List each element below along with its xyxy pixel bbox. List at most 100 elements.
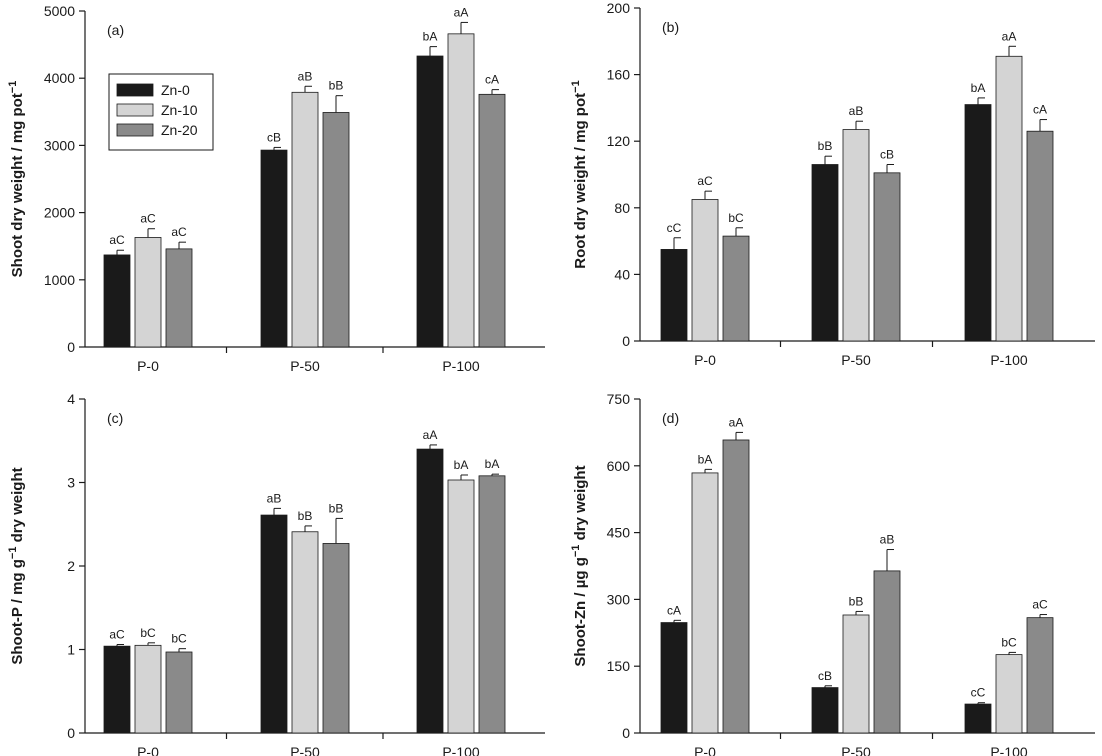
y-tick-label: 40 bbox=[614, 266, 630, 282]
significance-label: cA bbox=[667, 603, 681, 617]
panel-label: (d) bbox=[662, 410, 679, 426]
legend-swatch bbox=[116, 103, 154, 117]
significance-label: aB bbox=[849, 104, 864, 118]
bar-zn-0 bbox=[260, 149, 288, 348]
bar-zn-0 bbox=[660, 249, 688, 342]
y-tick-label: 300 bbox=[607, 591, 631, 607]
bar-zn-0 bbox=[103, 254, 131, 348]
bar-zn-20 bbox=[722, 439, 750, 734]
significance-label: aA bbox=[454, 5, 469, 19]
significance-label: cA bbox=[1033, 103, 1047, 117]
panel-c: 0 1 2 3 4 P-0 P-50 P-100 aC aB aA bC bB bA bC bB bA (c) Sh… bbox=[7, 391, 545, 756]
y-axis-title-part: Root dry weight / mg pot bbox=[572, 93, 589, 269]
bar-zn-0 bbox=[964, 104, 992, 342]
significance-label: bB bbox=[849, 594, 864, 608]
significance-label: bB bbox=[298, 509, 313, 523]
y-tick-label: 120 bbox=[607, 133, 631, 149]
bar-zn-10 bbox=[447, 33, 475, 348]
y-tick-label: 3000 bbox=[44, 137, 75, 153]
y-tick-label: 750 bbox=[607, 391, 631, 407]
y-tick-label: 0 bbox=[67, 725, 75, 741]
significance-label: aA bbox=[423, 428, 438, 442]
y-axis-title-superscript: −1 bbox=[570, 545, 582, 558]
bar-zn-20 bbox=[165, 651, 193, 734]
bar-zn-20 bbox=[722, 235, 750, 342]
bar-zn-0 bbox=[964, 703, 992, 734]
significance-label: aC bbox=[109, 627, 125, 641]
y-tick-label: 2000 bbox=[44, 205, 75, 221]
significance-label: bC bbox=[140, 626, 156, 640]
significance-label: bA bbox=[454, 458, 469, 472]
significance-label: bC bbox=[1001, 635, 1017, 649]
legend: Zn-0 Zn-10 Zn-20 bbox=[108, 73, 214, 151]
panel-a: 0 1000 2000 3000 4000 5000 P-0 P-50 P-100 aC cB bA a… bbox=[7, 3, 545, 374]
y-tick-label: 450 bbox=[607, 525, 631, 541]
y-tick-label: 160 bbox=[607, 67, 631, 83]
y-axis-title-part: Shoot-Zn / µg g bbox=[572, 557, 589, 666]
y-tick-label: 600 bbox=[607, 458, 631, 474]
x-tick-label: P-100 bbox=[990, 744, 1028, 756]
y-tick-label: 1 bbox=[67, 642, 75, 658]
significance-label: bB bbox=[329, 501, 344, 515]
bar-zn-0 bbox=[260, 514, 288, 734]
bar-zn-0 bbox=[103, 645, 131, 734]
x-tick-label: P-100 bbox=[442, 358, 480, 374]
y-tick-label: 5000 bbox=[44, 3, 75, 19]
panel-d: 0 150 300 450 600 750 P-0 P-50 P-100 cA cB cC bA bB bC… bbox=[570, 391, 1095, 756]
significance-label: cA bbox=[485, 73, 499, 87]
panel-label: (b) bbox=[662, 19, 679, 35]
significance-label: aB bbox=[880, 533, 895, 547]
x-tick-label: P-0 bbox=[137, 744, 159, 756]
x-tick-label: P-50 bbox=[841, 744, 871, 756]
x-tick-label: P-0 bbox=[694, 352, 716, 368]
y-tick-label: 200 bbox=[607, 0, 631, 16]
x-tick-label: P-0 bbox=[694, 744, 716, 756]
y-tick-label: 4000 bbox=[44, 70, 75, 86]
significance-label: bA bbox=[971, 81, 986, 95]
y-tick-label: 1000 bbox=[44, 272, 75, 288]
x-tick-label: P-50 bbox=[290, 744, 320, 756]
y-axis-title: Shoot dry weight / mg pot−1 bbox=[7, 81, 26, 278]
legend-entry: Zn-0 bbox=[161, 82, 190, 98]
x-tick-label: P-100 bbox=[442, 744, 480, 756]
bar-zn-0 bbox=[811, 164, 839, 342]
y-axis-title-part: dry weight bbox=[572, 465, 589, 544]
y-axis-title-superscript: −1 bbox=[7, 547, 19, 560]
significance-label: bC bbox=[728, 211, 744, 225]
panel-label: (a) bbox=[107, 22, 124, 38]
significance-label: bA bbox=[423, 30, 438, 44]
bar-zn-0 bbox=[416, 448, 444, 734]
x-tick-label: P-50 bbox=[290, 358, 320, 374]
bar-zn-10 bbox=[995, 55, 1023, 342]
y-tick-label: 0 bbox=[622, 725, 630, 741]
y-tick-label: 0 bbox=[67, 339, 75, 355]
y-tick-label: 4 bbox=[67, 391, 75, 407]
significance-label: bA bbox=[698, 452, 713, 466]
significance-label: cB bbox=[267, 130, 281, 144]
bar-zn-20 bbox=[478, 93, 506, 348]
bar-zn-20 bbox=[478, 475, 506, 734]
y-axis-title-part: dry weight bbox=[9, 467, 26, 546]
bar-zn-10 bbox=[291, 531, 319, 734]
y-axis-title: Root dry weight / mg pot−1 bbox=[570, 80, 589, 268]
bar-zn-10 bbox=[134, 644, 162, 734]
significance-label: aC bbox=[1032, 598, 1048, 612]
significance-label: aC bbox=[171, 225, 187, 239]
y-axis-title: Shoot-Zn / µg g−1 dry weight bbox=[570, 465, 589, 666]
y-axis-title-superscript: −1 bbox=[7, 81, 19, 94]
bar-zn-20 bbox=[322, 543, 350, 734]
panel-b: 0 40 80 120 160 200 P-0 P-50 P-100 cC bB bA aC aB aA bC… bbox=[570, 0, 1095, 368]
y-axis-title-superscript: −1 bbox=[570, 80, 582, 93]
bar-zn-10 bbox=[842, 614, 870, 734]
significance-label: aB bbox=[298, 69, 313, 83]
significance-label: aC bbox=[109, 233, 125, 247]
bar-zn-0 bbox=[416, 55, 444, 348]
panel-label: (c) bbox=[107, 410, 123, 426]
legend-entry: Zn-20 bbox=[161, 122, 198, 138]
y-tick-label: 150 bbox=[607, 658, 631, 674]
significance-label: bA bbox=[485, 457, 500, 471]
bar-zn-10 bbox=[691, 472, 719, 734]
y-tick-label: 3 bbox=[67, 475, 75, 491]
significance-label: cC bbox=[971, 686, 986, 700]
